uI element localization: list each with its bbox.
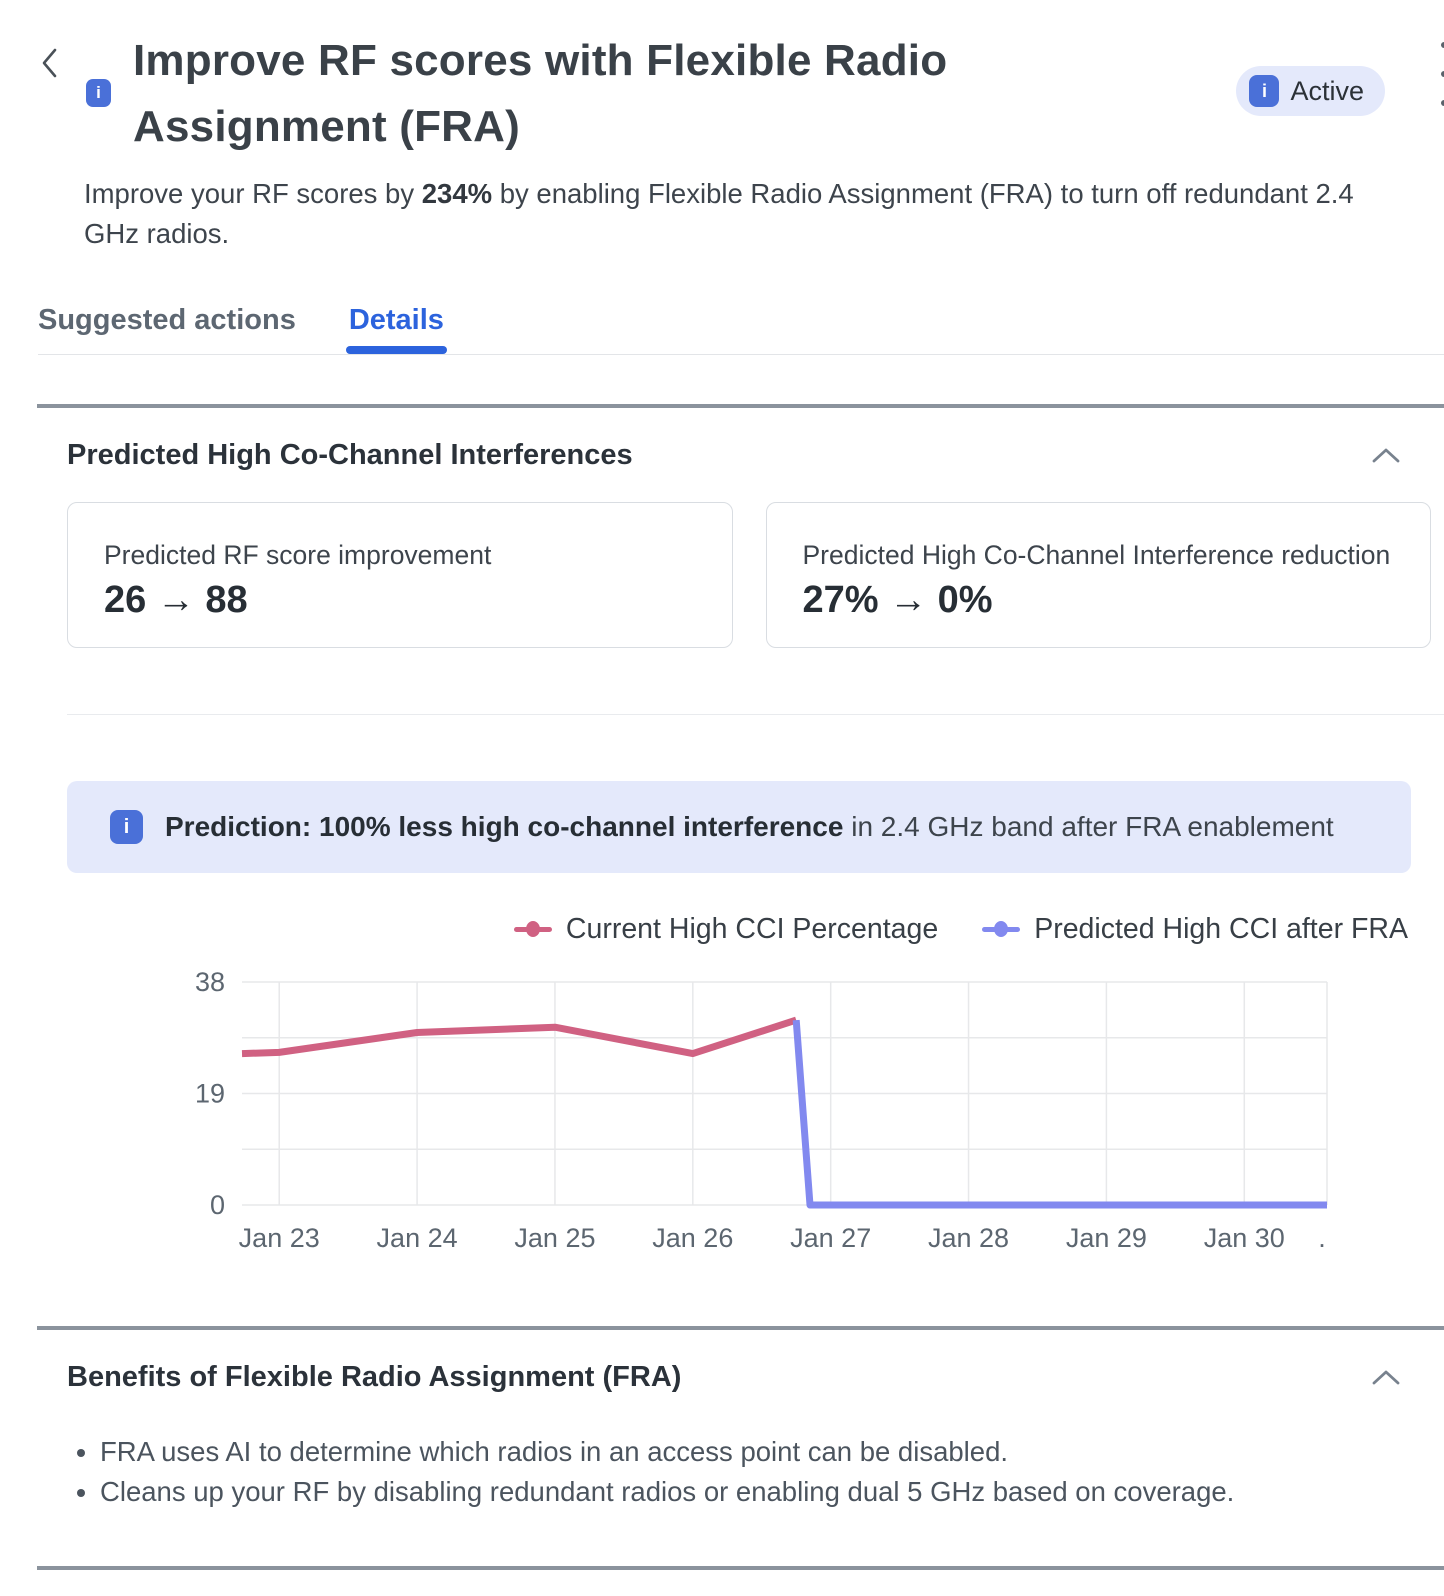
badge-info-icon: i: [1249, 75, 1280, 107]
benefits-list: FRA uses AI to determine which radios in…: [37, 1432, 1444, 1512]
x-tick-label: Jan 28: [928, 1223, 1009, 1253]
page-subtitle: Improve your RF scores by 234% by enabli…: [84, 178, 1354, 249]
section-divider: [67, 714, 1444, 715]
x-tick-label: Jan 29: [1066, 1223, 1147, 1253]
y-tick-label: 0: [210, 1190, 225, 1220]
x-tick-label: Jan 24: [377, 1223, 458, 1253]
x-tick-label: Jan 26: [652, 1223, 733, 1253]
rf-score-card: Predicted RF score improvement 26 → 88: [67, 502, 733, 648]
legend-marker-predicted: [982, 920, 1021, 938]
overflow-menu-icon[interactable]: [1440, 42, 1444, 106]
interference-section-title: Predicted High Co-Channel Interferences: [67, 439, 633, 471]
back-chevron-icon: [42, 48, 57, 78]
rf-score-card-value: 26 → 88: [104, 579, 248, 621]
benefits-section-title: Benefits of Flexible Radio Assignment (F…: [67, 1361, 682, 1393]
collapse-benefits-button[interactable]: [1372, 1370, 1400, 1385]
benefit-item: Cleans up your RF by disabling redundant…: [100, 1472, 1444, 1512]
y-tick-label: 38: [195, 967, 225, 997]
status-badge-label: Active: [1290, 75, 1364, 106]
legend-item-current[interactable]: Current High CCI Percentage: [513, 912, 939, 946]
x-tick-label-clipped: .: [1318, 1223, 1326, 1253]
back-button[interactable]: [38, 46, 62, 80]
x-tick-label: Jan 27: [790, 1223, 871, 1253]
cci-reduction-card-value: 27% → 0%: [802, 579, 993, 621]
active-tab-indicator: [345, 346, 447, 354]
page-header: i Improve RF scores with Flexible Radio …: [0, 0, 1444, 254]
benefit-item: FRA uses AI to determine which radios in…: [100, 1432, 1444, 1472]
chevron-up-icon: [1372, 448, 1400, 462]
benefits-section: Benefits of Flexible Radio Assignment (F…: [37, 1326, 1444, 1512]
chevron-up-icon: [1372, 1370, 1400, 1384]
page-title-line1: Improve RF scores with Flexible Radio: [133, 36, 948, 85]
series-line-predicted: [792, 1019, 1327, 1209]
chart-legend: Current High CCI Percentage Predicted Hi…: [37, 911, 1444, 947]
info-icon[interactable]: i: [86, 79, 111, 107]
subtitle-highlight: 234%: [421, 178, 493, 209]
prediction-banner-text: Prediction: 100% less high co-channel in…: [165, 811, 1334, 842]
interference-section: Predicted High Co-Channel Interferences …: [37, 404, 1444, 1257]
legend-marker-current: [513, 920, 552, 938]
banner-info-icon: i: [110, 810, 143, 844]
collapse-interference-button[interactable]: [1372, 448, 1400, 463]
prediction-banner: i Prediction: 100% less high co-channel …: [67, 781, 1411, 873]
tabs-divider: [38, 354, 1444, 355]
x-tick-label: Jan 23: [239, 1223, 320, 1253]
tab-details[interactable]: Details: [345, 304, 447, 354]
legend-label-current: Current High CCI Percentage: [565, 912, 939, 945]
cci-reduction-card-label: Predicted High Co-Channel Interference r…: [802, 540, 1391, 570]
legend-label-predicted: Predicted High CCI after FRA: [1034, 912, 1408, 945]
tab-details-label: Details: [348, 304, 444, 336]
bottom-divider: [37, 1566, 1444, 1570]
y-tick-label: 19: [195, 1079, 225, 1109]
cci-line-chart: 0 19 38 Jan 23 Jan 24 Jan 25 Jan 26 Jan 27 Jan 2…: [195, 967, 1328, 1253]
legend-item-predicted[interactable]: Predicted High CCI after FRA: [982, 913, 1408, 946]
status-badge[interactable]: i Active: [1236, 66, 1385, 116]
series-line-current: [241, 1016, 798, 1058]
stat-cards: Predicted RF score improvement 26 → 88 P…: [37, 472, 1444, 648]
cci-reduction-card: Predicted High Co-Channel Interference r…: [765, 502, 1431, 648]
tab-suggested-actions[interactable]: Suggested actions: [38, 304, 296, 336]
x-tick-label: Jan 25: [514, 1223, 595, 1253]
x-tick-label: Jan 30: [1204, 1223, 1285, 1253]
tab-bar: Suggested actions Details: [38, 304, 1444, 354]
page-title-line2: Assignment (FRA): [133, 102, 520, 151]
page-title: Improve RF scores with Flexible Radio As…: [133, 28, 1444, 160]
rf-score-card-label: Predicted RF score improvement: [104, 540, 492, 570]
